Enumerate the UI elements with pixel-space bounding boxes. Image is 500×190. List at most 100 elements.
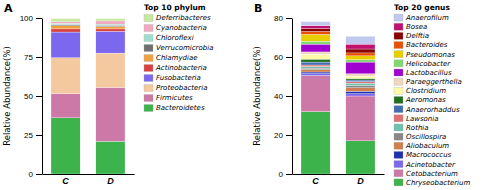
legend-item: Paraeggerthella <box>394 78 462 86</box>
y-tick-label: 80 <box>274 14 283 23</box>
legend-item: Oscillospira <box>394 133 446 141</box>
y-tick-mark <box>286 174 292 175</box>
bar-segment <box>96 53 125 87</box>
y-tick-label: 60 <box>274 53 283 62</box>
legend-label: Actinobacteria <box>155 64 207 72</box>
legend-item: Macrococcus <box>394 151 452 159</box>
plot: 0255075100CD <box>20 14 135 186</box>
legend-label: Verrucomicrobia <box>156 44 213 52</box>
y-axis-line <box>292 19 293 175</box>
legend-label: Aliobaculum <box>405 142 449 150</box>
y-tick-mark <box>286 18 292 19</box>
legend-label: Delftia <box>406 32 429 40</box>
bar-segment <box>346 96 375 141</box>
bar-segment <box>96 29 125 31</box>
bar-segment <box>301 76 330 112</box>
y-axis-title: Relative Abundance(%) <box>252 46 262 146</box>
bar-segment <box>301 68 330 70</box>
bar-segment <box>301 72 330 74</box>
y-tick-label: 100 <box>20 14 34 23</box>
bar-segment <box>96 87 125 141</box>
y-tick-mark <box>286 57 292 58</box>
legend-item: Chloroflexi <box>144 34 194 42</box>
legend-swatch <box>394 151 403 158</box>
legend-item: Delftia <box>394 32 429 40</box>
bar-segment <box>346 62 375 74</box>
legend-swatch <box>394 42 403 49</box>
bar-segment <box>301 54 330 59</box>
y-tick: 40 <box>274 92 292 101</box>
legend-swatch <box>394 115 403 122</box>
bar-segment <box>346 56 375 60</box>
bar-segment <box>346 85 375 87</box>
bar-segment <box>96 21 125 24</box>
legend-label: Acinetobacter <box>405 161 456 169</box>
x-tick-label: C <box>62 176 69 186</box>
legend-title: Top 20 genus <box>394 3 450 12</box>
legend-swatch <box>394 97 403 104</box>
bar-segment <box>51 19 80 22</box>
legend-swatch <box>144 15 153 22</box>
legend-label: Bacteroidetes <box>156 104 205 112</box>
legend-label: Rothia <box>406 124 429 132</box>
bar-segment <box>346 91 375 93</box>
y-tick: 80 <box>274 14 292 23</box>
legend-swatch <box>394 179 403 186</box>
legend-item: Acinetobacter <box>394 161 456 169</box>
bar-segment <box>346 36 375 44</box>
bar-segment <box>51 25 80 26</box>
bar-segment <box>51 26 80 29</box>
bar-segment <box>346 74 375 76</box>
bar-segment <box>51 22 80 24</box>
legend-title: Top 10 phylum <box>144 3 206 12</box>
legend-item: Proteobacteria <box>144 84 207 92</box>
legend: Top 20 genusAnaerofilumBoseaDelftiaBacte… <box>394 3 470 187</box>
bar-segment <box>96 27 125 29</box>
legend-swatch <box>394 69 403 76</box>
bar-segment <box>301 112 330 174</box>
bar-segment <box>301 22 330 26</box>
legend-item: Verrucomicrobia <box>144 44 213 52</box>
bar-segment <box>51 94 80 118</box>
legend-item: Rothia <box>394 124 429 132</box>
y-tick: 0 <box>279 170 292 179</box>
legend-item: Helicobacter <box>394 60 451 68</box>
legend-item: Cyanobacteria <box>144 24 207 32</box>
legend-item: Cetobacterium <box>394 170 458 178</box>
bar-segment <box>301 29 330 32</box>
legend-label: Macrococcus <box>406 151 452 159</box>
panel: A0255075100CDRelative Abundance(%)Top 10… <box>2 2 213 186</box>
y-tick-label: 0 <box>29 170 34 179</box>
x-axis-line <box>43 174 135 175</box>
bar-segment <box>51 29 80 32</box>
legend-item: Anaerofilum <box>394 14 449 22</box>
bars <box>301 22 375 174</box>
legend-label: Aeromonas <box>405 96 446 104</box>
legend-swatch <box>144 25 153 32</box>
x-axis-line <box>293 174 385 175</box>
legend-swatch <box>394 87 403 94</box>
y-tick: 100 <box>20 14 42 23</box>
x-axis: CD <box>43 175 135 187</box>
legend-item: Deferribacteres <box>144 14 211 22</box>
bar-segment <box>346 82 375 84</box>
bar-segment <box>51 58 80 94</box>
legend-item: Aliobaculum <box>394 142 449 150</box>
legend-item: Chlamydiae <box>144 54 198 62</box>
y-tick-mark <box>36 57 42 58</box>
panel-label: A <box>4 2 13 15</box>
legend-label: Lactobacillus <box>406 69 452 77</box>
legend-swatch <box>394 170 403 177</box>
bar-segment <box>346 76 375 78</box>
legend-swatch <box>394 78 403 85</box>
bar-segment <box>301 31 330 34</box>
legend-item: Firmicutes <box>144 94 193 102</box>
bar-segment <box>51 23 80 24</box>
legend-label: Anaerofilum <box>405 14 449 22</box>
bar-segment <box>346 44 375 49</box>
legend-swatch <box>394 142 403 149</box>
legend-item: Chryseobacterium <box>394 179 470 187</box>
legend-item: Anaerorhaddus <box>394 106 460 114</box>
bar-segment <box>96 31 125 53</box>
y-tick: 75 <box>24 53 42 62</box>
